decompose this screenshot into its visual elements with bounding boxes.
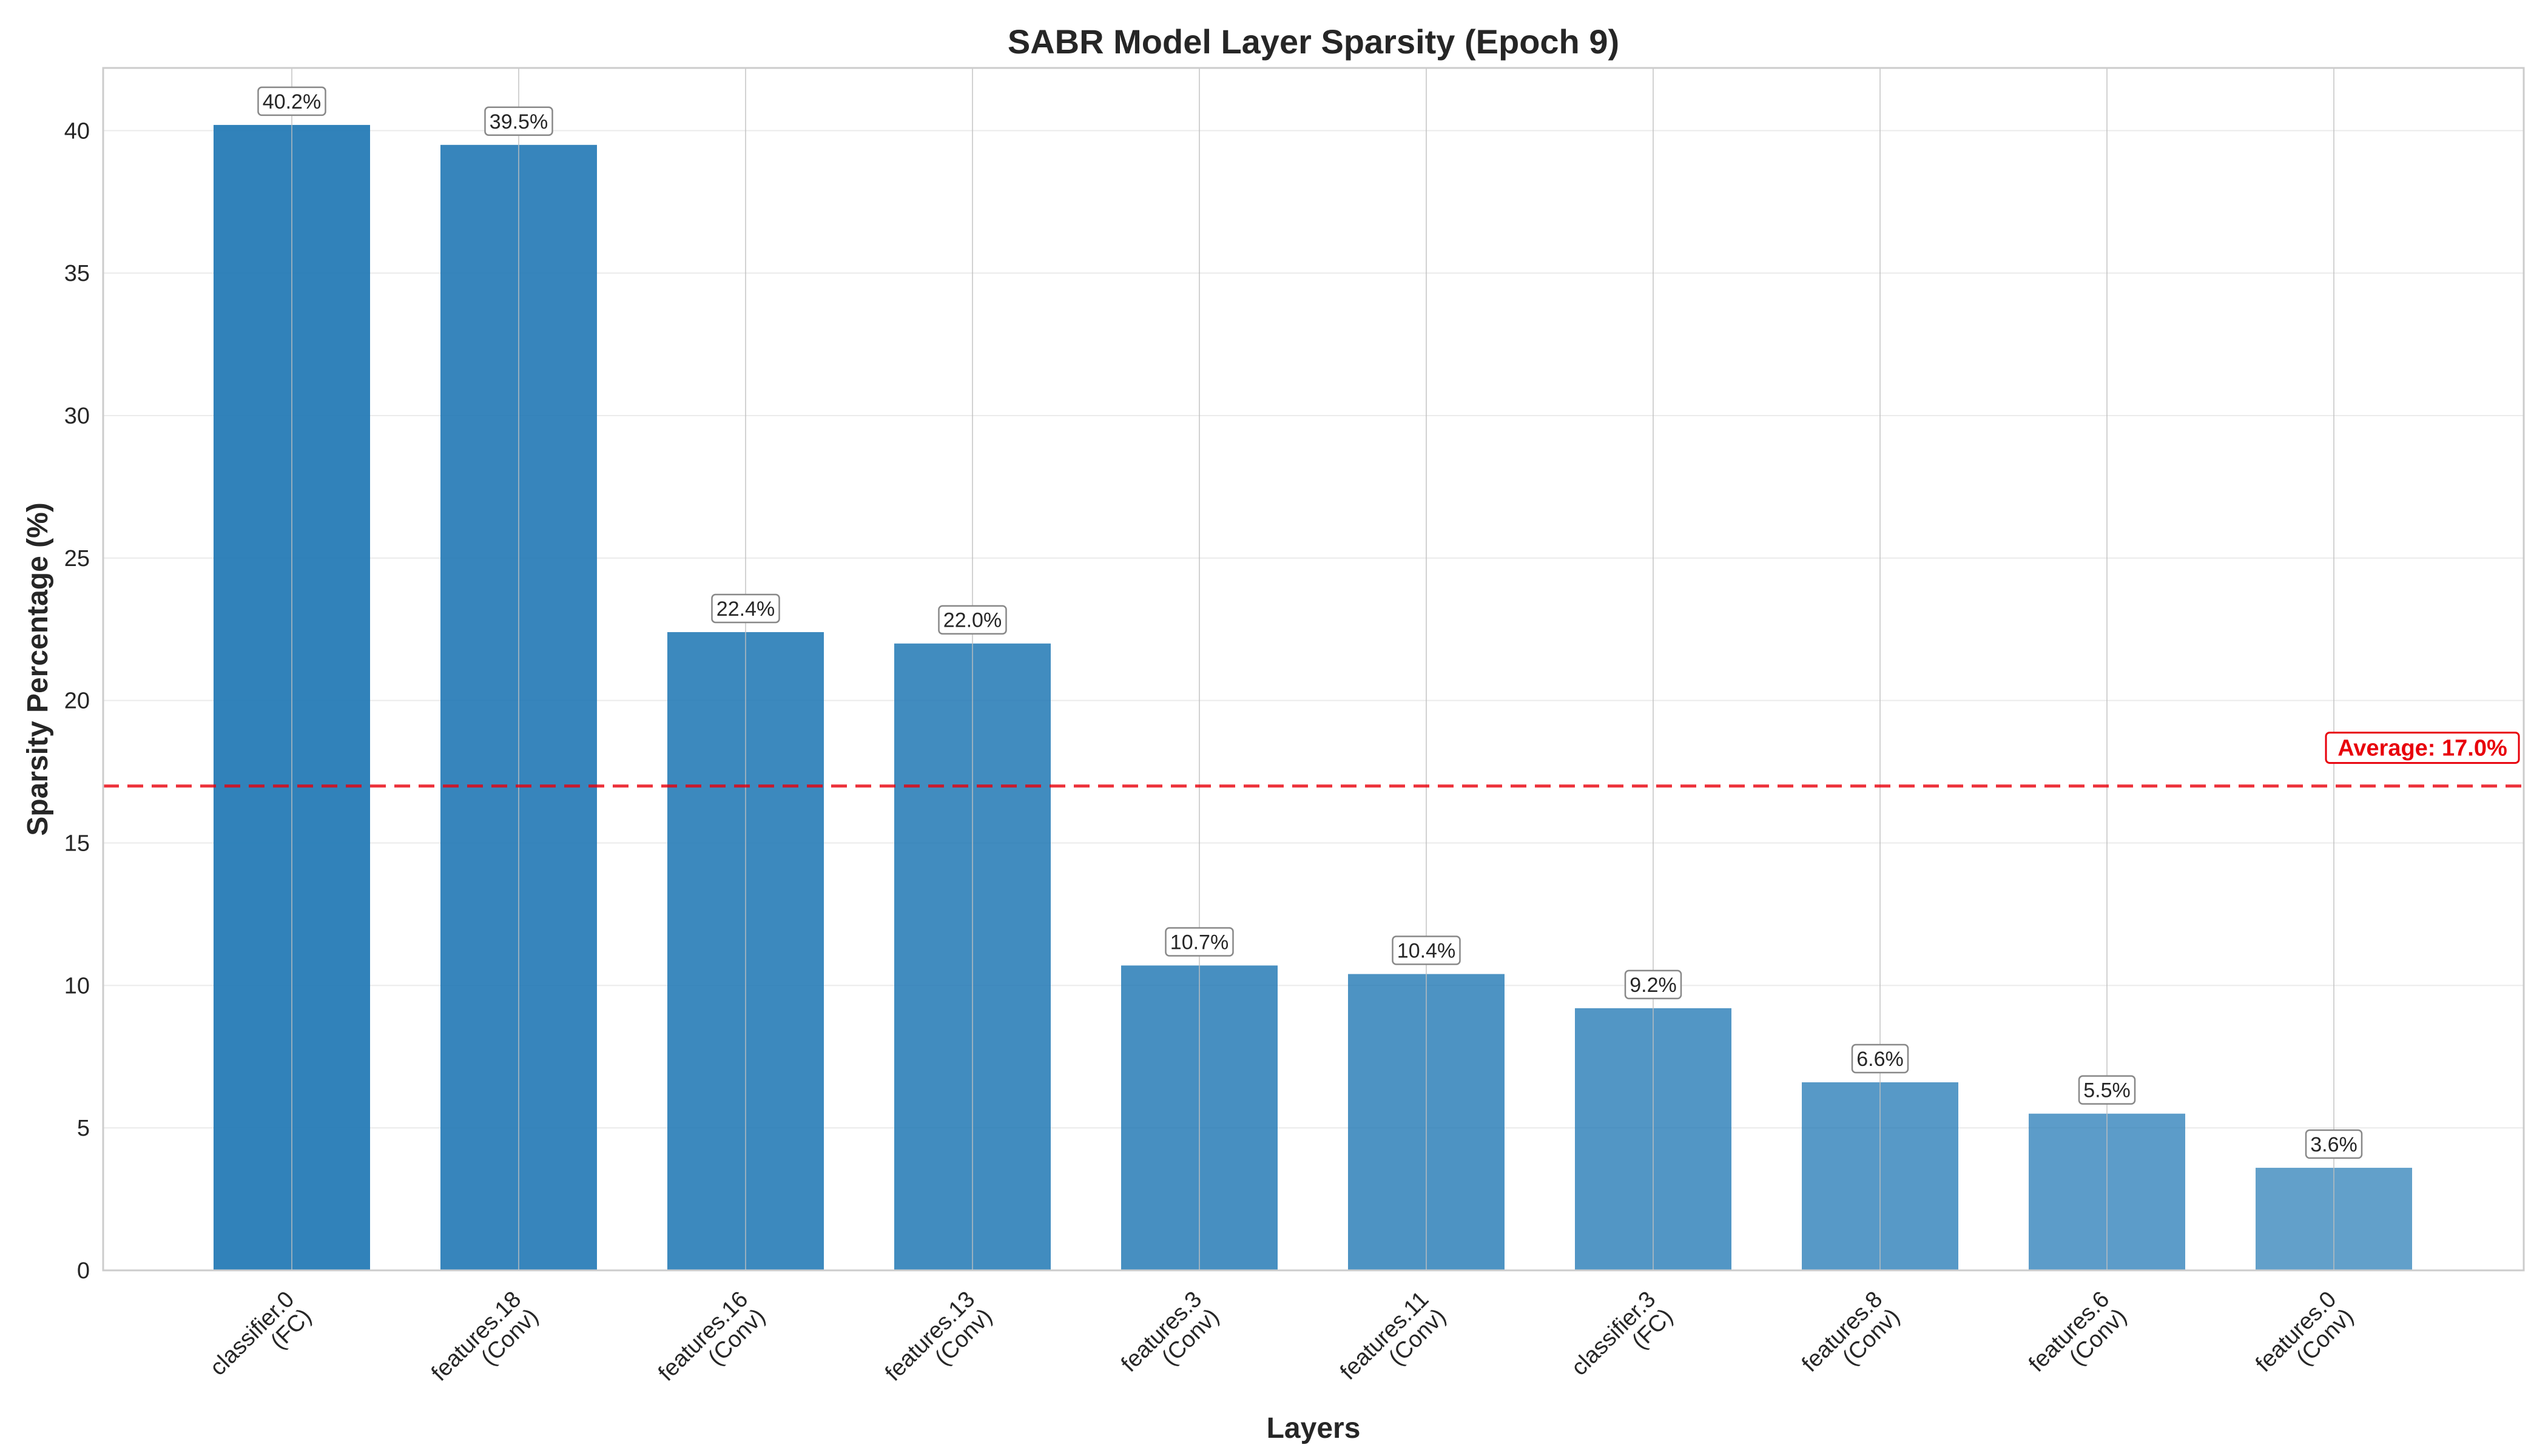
- bar-label: 9.2%: [1630, 974, 1677, 997]
- bar-label: 6.6%: [1856, 1048, 1904, 1071]
- y-tick-label: 10: [64, 973, 90, 999]
- chart-title: SABR Model Layer Sparsity (Epoch 9): [1008, 22, 1619, 61]
- plot-frame: [102, 67, 2525, 1272]
- average-label-box: [2325, 732, 2520, 764]
- y-tick-label: 25: [64, 546, 90, 571]
- bar-label: 40.2%: [263, 90, 321, 113]
- bar-label: 10.7%: [1170, 931, 1228, 954]
- bar-label: 10.4%: [1397, 940, 1455, 963]
- average-label: Average: 17.0%: [2337, 736, 2507, 761]
- average-line-layer: Average: 17.0%: [103, 732, 2524, 788]
- bar-label-box: [1851, 1043, 1909, 1074]
- y-tick-label: 40: [64, 118, 90, 144]
- bar-label-box: [1392, 935, 1461, 965]
- bar-label: 22.0%: [943, 609, 1002, 632]
- bar-label-box: [2305, 1129, 2363, 1159]
- y-ticks-layer: 0 5 10 15 20 25 30 35 40: [64, 118, 90, 1284]
- bar-label-box: [1624, 969, 1682, 1000]
- y-tick-label: 15: [64, 831, 90, 856]
- bar-labels-layer: 40.2% 39.5% 22.4% 22.0% 10.7% 10.4% 9.2% 6.6% 5.…: [257, 86, 2363, 1159]
- y-tick-label: 0: [77, 1258, 90, 1284]
- y-tick-label: 20: [64, 689, 90, 714]
- bar-label-box: [711, 593, 780, 624]
- y-tick-label: 5: [77, 1116, 90, 1141]
- bar-label-box: [484, 106, 553, 136]
- vertical-grid-layer: [291, 68, 2334, 1270]
- bar-label: 5.5%: [2083, 1079, 2131, 1102]
- bar-label: 3.6%: [2310, 1133, 2358, 1156]
- bar-label-box: [2078, 1075, 2136, 1105]
- bar-label-box: [1165, 927, 1234, 957]
- y-axis-title: Sparsity Percentage (%): [22, 502, 54, 836]
- x-axis-title: Layers: [1267, 1412, 1361, 1444]
- bar-label: 39.5%: [490, 110, 548, 133]
- y-tick-label: 30: [64, 403, 90, 429]
- bar-label-box: [938, 605, 1007, 635]
- bar-label-box: [257, 86, 326, 116]
- bar-label: 22.4%: [716, 598, 775, 621]
- y-tick-label: 35: [64, 261, 90, 286]
